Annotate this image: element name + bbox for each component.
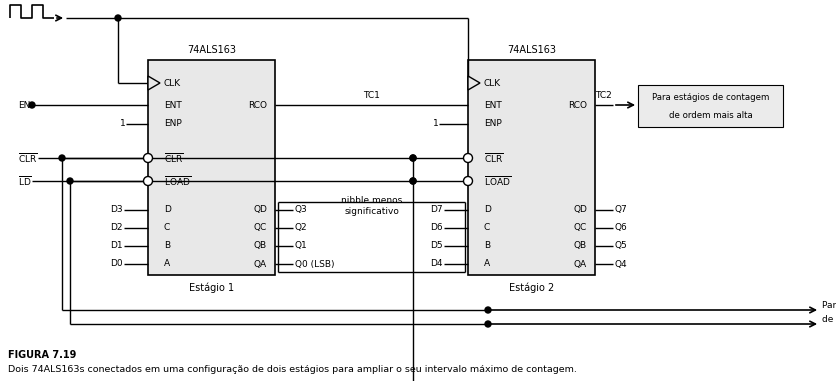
Text: ENP: ENP [164, 120, 181, 128]
Text: Estágio 1: Estágio 1 [189, 283, 234, 293]
Circle shape [410, 155, 415, 161]
Circle shape [410, 155, 415, 161]
Text: $\overline{\rm CLR}$: $\overline{\rm CLR}$ [483, 151, 503, 165]
Text: QA: QA [253, 259, 267, 269]
Text: ENT: ENT [483, 101, 501, 109]
Text: TC1: TC1 [363, 91, 380, 99]
Text: CLK: CLK [483, 78, 501, 88]
Text: D4: D4 [430, 259, 442, 269]
Circle shape [143, 176, 152, 186]
Text: $\overline{\rm CLR}$: $\overline{\rm CLR}$ [18, 151, 38, 165]
Text: de ordem mais alta: de ordem mais alta [821, 315, 836, 325]
Text: $\overline{\rm CLR}$: $\overline{\rm CLR}$ [164, 151, 183, 165]
Text: C: C [164, 224, 170, 232]
Text: QB: QB [573, 242, 586, 250]
Text: $\overline{\rm LOAD}$: $\overline{\rm LOAD}$ [483, 174, 511, 188]
Text: Q2: Q2 [294, 224, 308, 232]
Text: 1: 1 [120, 120, 125, 128]
Text: QC: QC [253, 224, 267, 232]
Text: RCO: RCO [568, 101, 586, 109]
Text: D: D [483, 205, 490, 215]
Circle shape [410, 178, 415, 184]
Text: Q1: Q1 [294, 242, 308, 250]
Text: D7: D7 [430, 205, 442, 215]
Bar [148, 60, 275, 275]
Text: nibble menos
significativo: nibble menos significativo [340, 196, 401, 216]
Text: RCO: RCO [247, 101, 267, 109]
Text: QD: QD [573, 205, 586, 215]
Text: Para estágios de contagem: Para estágios de contagem [821, 301, 836, 311]
Text: de ordem mais alta: de ordem mais alta [668, 110, 752, 120]
Text: QB: QB [253, 242, 267, 250]
Circle shape [463, 176, 472, 186]
Circle shape [29, 102, 35, 108]
Bar [467, 60, 594, 275]
Text: Q5: Q5 [614, 242, 627, 250]
Circle shape [67, 178, 73, 184]
Text: D3: D3 [110, 205, 123, 215]
Text: A: A [164, 259, 170, 269]
Polygon shape [467, 76, 479, 90]
Circle shape [143, 154, 152, 163]
Text: CLK: CLK [164, 78, 181, 88]
Text: Q0 (LSB): Q0 (LSB) [294, 259, 334, 269]
Text: Dois 74ALS163s conectados em uma configuração de dois estágios para ampliar o se: Dois 74ALS163s conectados em uma configu… [8, 365, 576, 373]
Text: ENT: ENT [164, 101, 181, 109]
Text: QC: QC [573, 224, 586, 232]
Text: B: B [483, 242, 490, 250]
Text: FIGURA 7.19: FIGURA 7.19 [8, 350, 76, 360]
Text: D1: D1 [110, 242, 123, 250]
Polygon shape [148, 76, 160, 90]
Text: QA: QA [573, 259, 586, 269]
Text: $\overline{\rm LOAD}$: $\overline{\rm LOAD}$ [164, 174, 191, 188]
Text: QD: QD [252, 205, 267, 215]
Circle shape [410, 178, 415, 184]
Text: A: A [483, 259, 490, 269]
Circle shape [484, 321, 491, 327]
Text: 1: 1 [432, 120, 438, 128]
Circle shape [115, 15, 121, 21]
Text: D6: D6 [430, 224, 442, 232]
Text: 74ALS163: 74ALS163 [186, 45, 236, 55]
Text: 74ALS163: 74ALS163 [507, 45, 555, 55]
Text: Q6: Q6 [614, 224, 627, 232]
Text: Q3: Q3 [294, 205, 308, 215]
Text: Q4: Q4 [614, 259, 627, 269]
Text: D0: D0 [110, 259, 123, 269]
Text: D2: D2 [110, 224, 122, 232]
Text: Para estágios de contagem: Para estágios de contagem [651, 93, 768, 101]
Text: Q7: Q7 [614, 205, 627, 215]
Text: ENP: ENP [483, 120, 501, 128]
Text: C: C [483, 224, 490, 232]
Circle shape [463, 154, 472, 163]
Text: Estágio 2: Estágio 2 [508, 283, 553, 293]
Text: D5: D5 [430, 242, 442, 250]
Circle shape [59, 155, 65, 161]
Bar [637, 85, 782, 127]
Text: $\overline{\rm LD}$: $\overline{\rm LD}$ [18, 174, 32, 188]
Text: B: B [164, 242, 170, 250]
Text: EN: EN [18, 101, 30, 109]
Circle shape [484, 307, 491, 313]
Text: TC2: TC2 [594, 91, 610, 99]
Text: D: D [164, 205, 171, 215]
